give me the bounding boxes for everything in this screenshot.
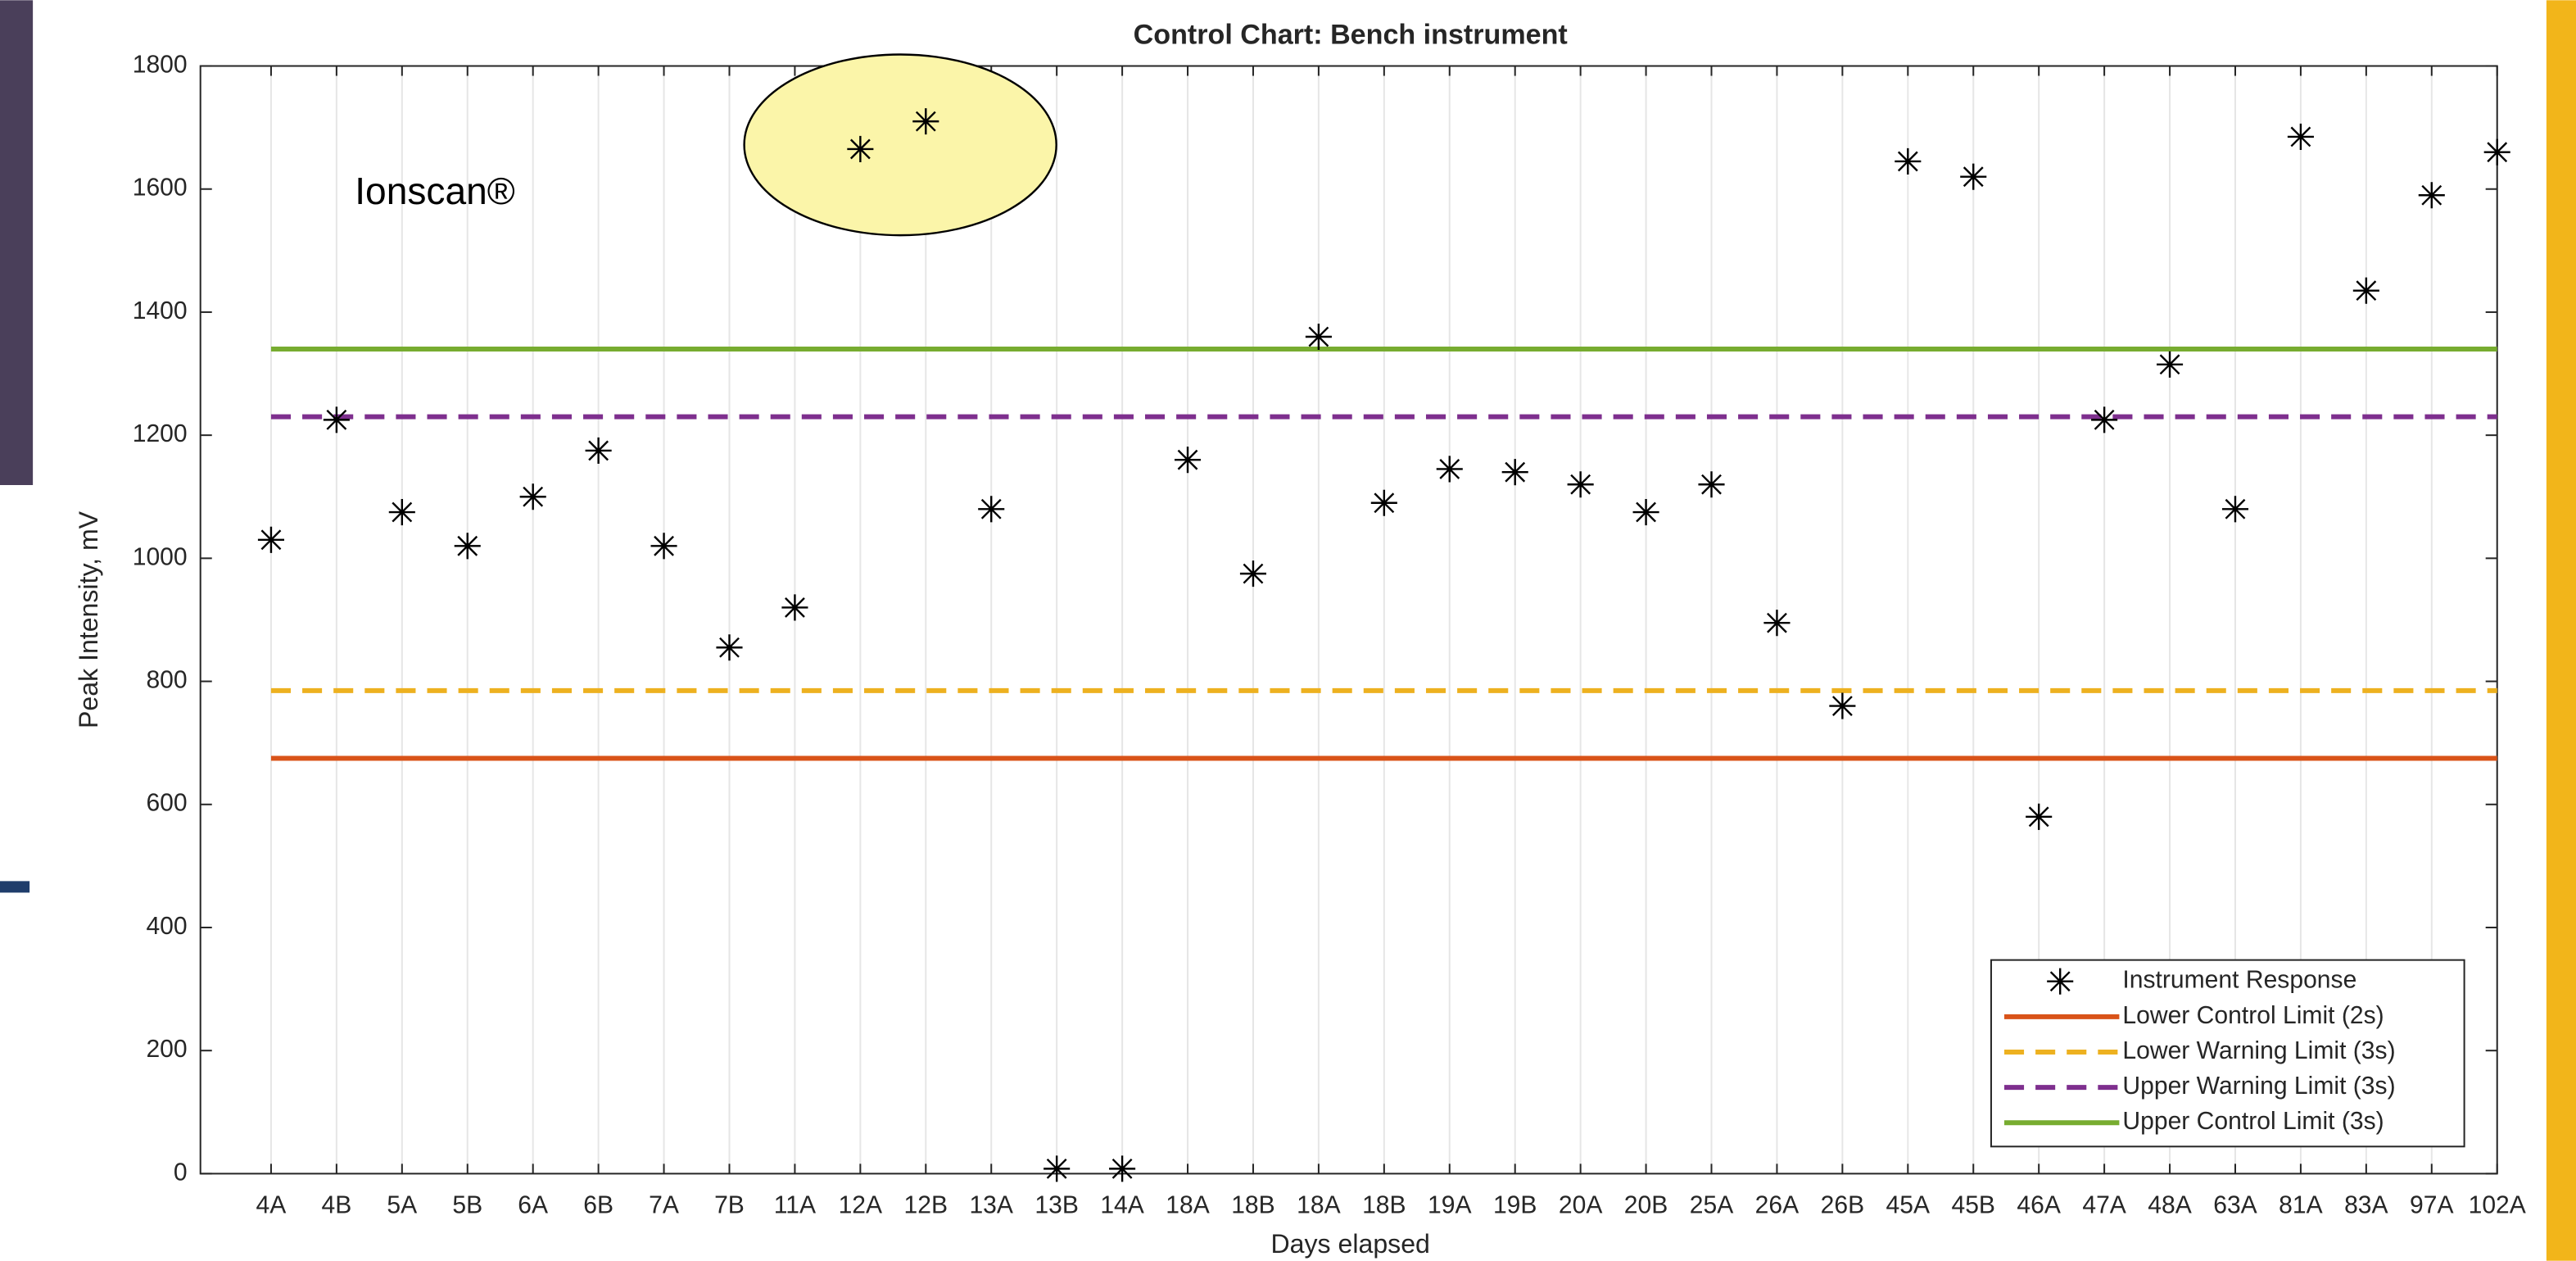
x-tick-label: 25A: [1690, 1191, 1734, 1218]
data-point: [2157, 351, 2184, 378]
x-tick-label: 18A: [1297, 1191, 1341, 1218]
x-axis-label: Days elapsed: [1271, 1229, 1430, 1259]
data-point: [781, 594, 808, 621]
x-tick-label: 83A: [2344, 1191, 2388, 1218]
side-bar: [0, 881, 30, 893]
data-point: [2287, 123, 2314, 150]
data-point: [2483, 138, 2510, 166]
x-tick-label: 26B: [1821, 1191, 1865, 1218]
data-point: [1829, 692, 1856, 719]
data-point: [1109, 1155, 1136, 1182]
x-tick-label: 13A: [969, 1191, 1013, 1218]
x-tick-label: 6B: [583, 1191, 613, 1218]
y-tick-label: 1000: [133, 543, 188, 570]
data-point: [912, 108, 939, 135]
x-tick-label: 12B: [904, 1191, 948, 1218]
y-tick-label: 1800: [133, 51, 188, 78]
x-tick-label: 4B: [321, 1191, 351, 1218]
x-tick-label: 102A: [2469, 1191, 2526, 1218]
x-tick-label: 19A: [1428, 1191, 1472, 1218]
x-tick-label: 5A: [387, 1191, 417, 1218]
data-point: [1239, 560, 1267, 587]
data-point: [388, 498, 415, 526]
data-point: [1370, 489, 1397, 516]
data-point: [1698, 471, 1725, 498]
x-tick-label: 11A: [774, 1191, 816, 1218]
data-point: [585, 437, 612, 464]
x-tick-label: 18B: [1362, 1191, 1406, 1218]
x-tick-label: 97A: [2410, 1191, 2454, 1218]
y-tick-label: 600: [146, 790, 187, 817]
x-tick-label: 45B: [1951, 1191, 1995, 1218]
data-point: [1501, 459, 1528, 486]
legend: Instrument Response Lower Control Limit (…: [1990, 959, 2465, 1148]
data-point: [1567, 471, 1594, 498]
data-point: [2352, 277, 2379, 304]
x-tick-label: 4A: [256, 1191, 287, 1218]
x-tick-label: 7B: [714, 1191, 745, 1218]
x-tick-label: 13B: [1034, 1191, 1079, 1218]
legend-label: Lower Control Limit (2s): [2122, 1002, 2384, 1029]
data-point: [1436, 456, 1463, 483]
y-tick-label: 1200: [133, 420, 188, 447]
legend-marker: [2047, 968, 2074, 995]
data-point: [2221, 496, 2249, 523]
x-tick-label: 18A: [1166, 1191, 1210, 1218]
legend-label: Instrument Response: [2122, 967, 2356, 994]
data-point: [2418, 182, 2445, 209]
legend-label: Upper Control Limit (3s): [2122, 1108, 2384, 1135]
y-tick-label: 0: [174, 1159, 188, 1186]
data-point: [847, 135, 874, 162]
x-tick-label: 47A: [2082, 1191, 2126, 1218]
x-tick-label: 12A: [839, 1191, 883, 1218]
x-tick-label: 63A: [2213, 1191, 2257, 1218]
data-point: [1305, 323, 1332, 351]
x-tick-label: 45A: [1886, 1191, 1931, 1218]
side-photo: [0, 0, 34, 485]
data-point: [1174, 447, 1202, 474]
highlight-ellipse: [743, 53, 1057, 237]
y-tick-label: 800: [146, 667, 187, 694]
data-point: [650, 533, 677, 560]
data-point: [2026, 803, 2053, 830]
y-tick-label: 1400: [133, 297, 188, 324]
y-tick-label: 400: [146, 913, 187, 940]
data-point: [519, 483, 546, 510]
data-point: [1895, 147, 1922, 175]
x-tick-label: 14A: [1100, 1191, 1144, 1218]
data-point: [2091, 406, 2118, 433]
marks: [257, 108, 2510, 1182]
data-point: [323, 406, 350, 433]
y-tick-label: 1600: [133, 175, 188, 202]
x-tick-label: 20B: [1624, 1191, 1668, 1218]
data-point: [978, 496, 1005, 523]
x-tick-label: 6A: [518, 1191, 548, 1218]
data-point: [716, 634, 743, 661]
x-tick-label: 19B: [1493, 1191, 1537, 1218]
x-tick-label: 20A: [1559, 1191, 1603, 1218]
x-tick-label: 48A: [2148, 1191, 2192, 1218]
y-tick-label: 200: [146, 1036, 187, 1063]
annotation: Ionscan®: [355, 170, 515, 212]
x-tick-label: 26A: [1755, 1191, 1800, 1218]
data-point: [1044, 1155, 1071, 1182]
x-tick-label: 5B: [452, 1191, 482, 1218]
data-point: [1960, 163, 1987, 190]
data-point: [257, 526, 284, 553]
data-point: [1763, 610, 1791, 637]
x-tick-label: 18B: [1231, 1191, 1275, 1218]
legend-label: Lower Warning Limit (3s): [2122, 1037, 2395, 1064]
chart-title: Control Chart: Bench instrument: [1134, 19, 1568, 50]
plot-frame: [199, 65, 2498, 1175]
data-point: [1632, 498, 1659, 526]
legend-label: Upper Warning Limit (3s): [2122, 1073, 2395, 1100]
x-tick-label: 46A: [2017, 1191, 2061, 1218]
x-tick-label: 81A: [2279, 1191, 2323, 1218]
y-axis-label: Peak Intensity, mV: [74, 510, 103, 728]
x-tick-label: 7A: [649, 1191, 679, 1218]
side-stripe: [2546, 0, 2576, 1261]
data-point: [454, 533, 481, 560]
